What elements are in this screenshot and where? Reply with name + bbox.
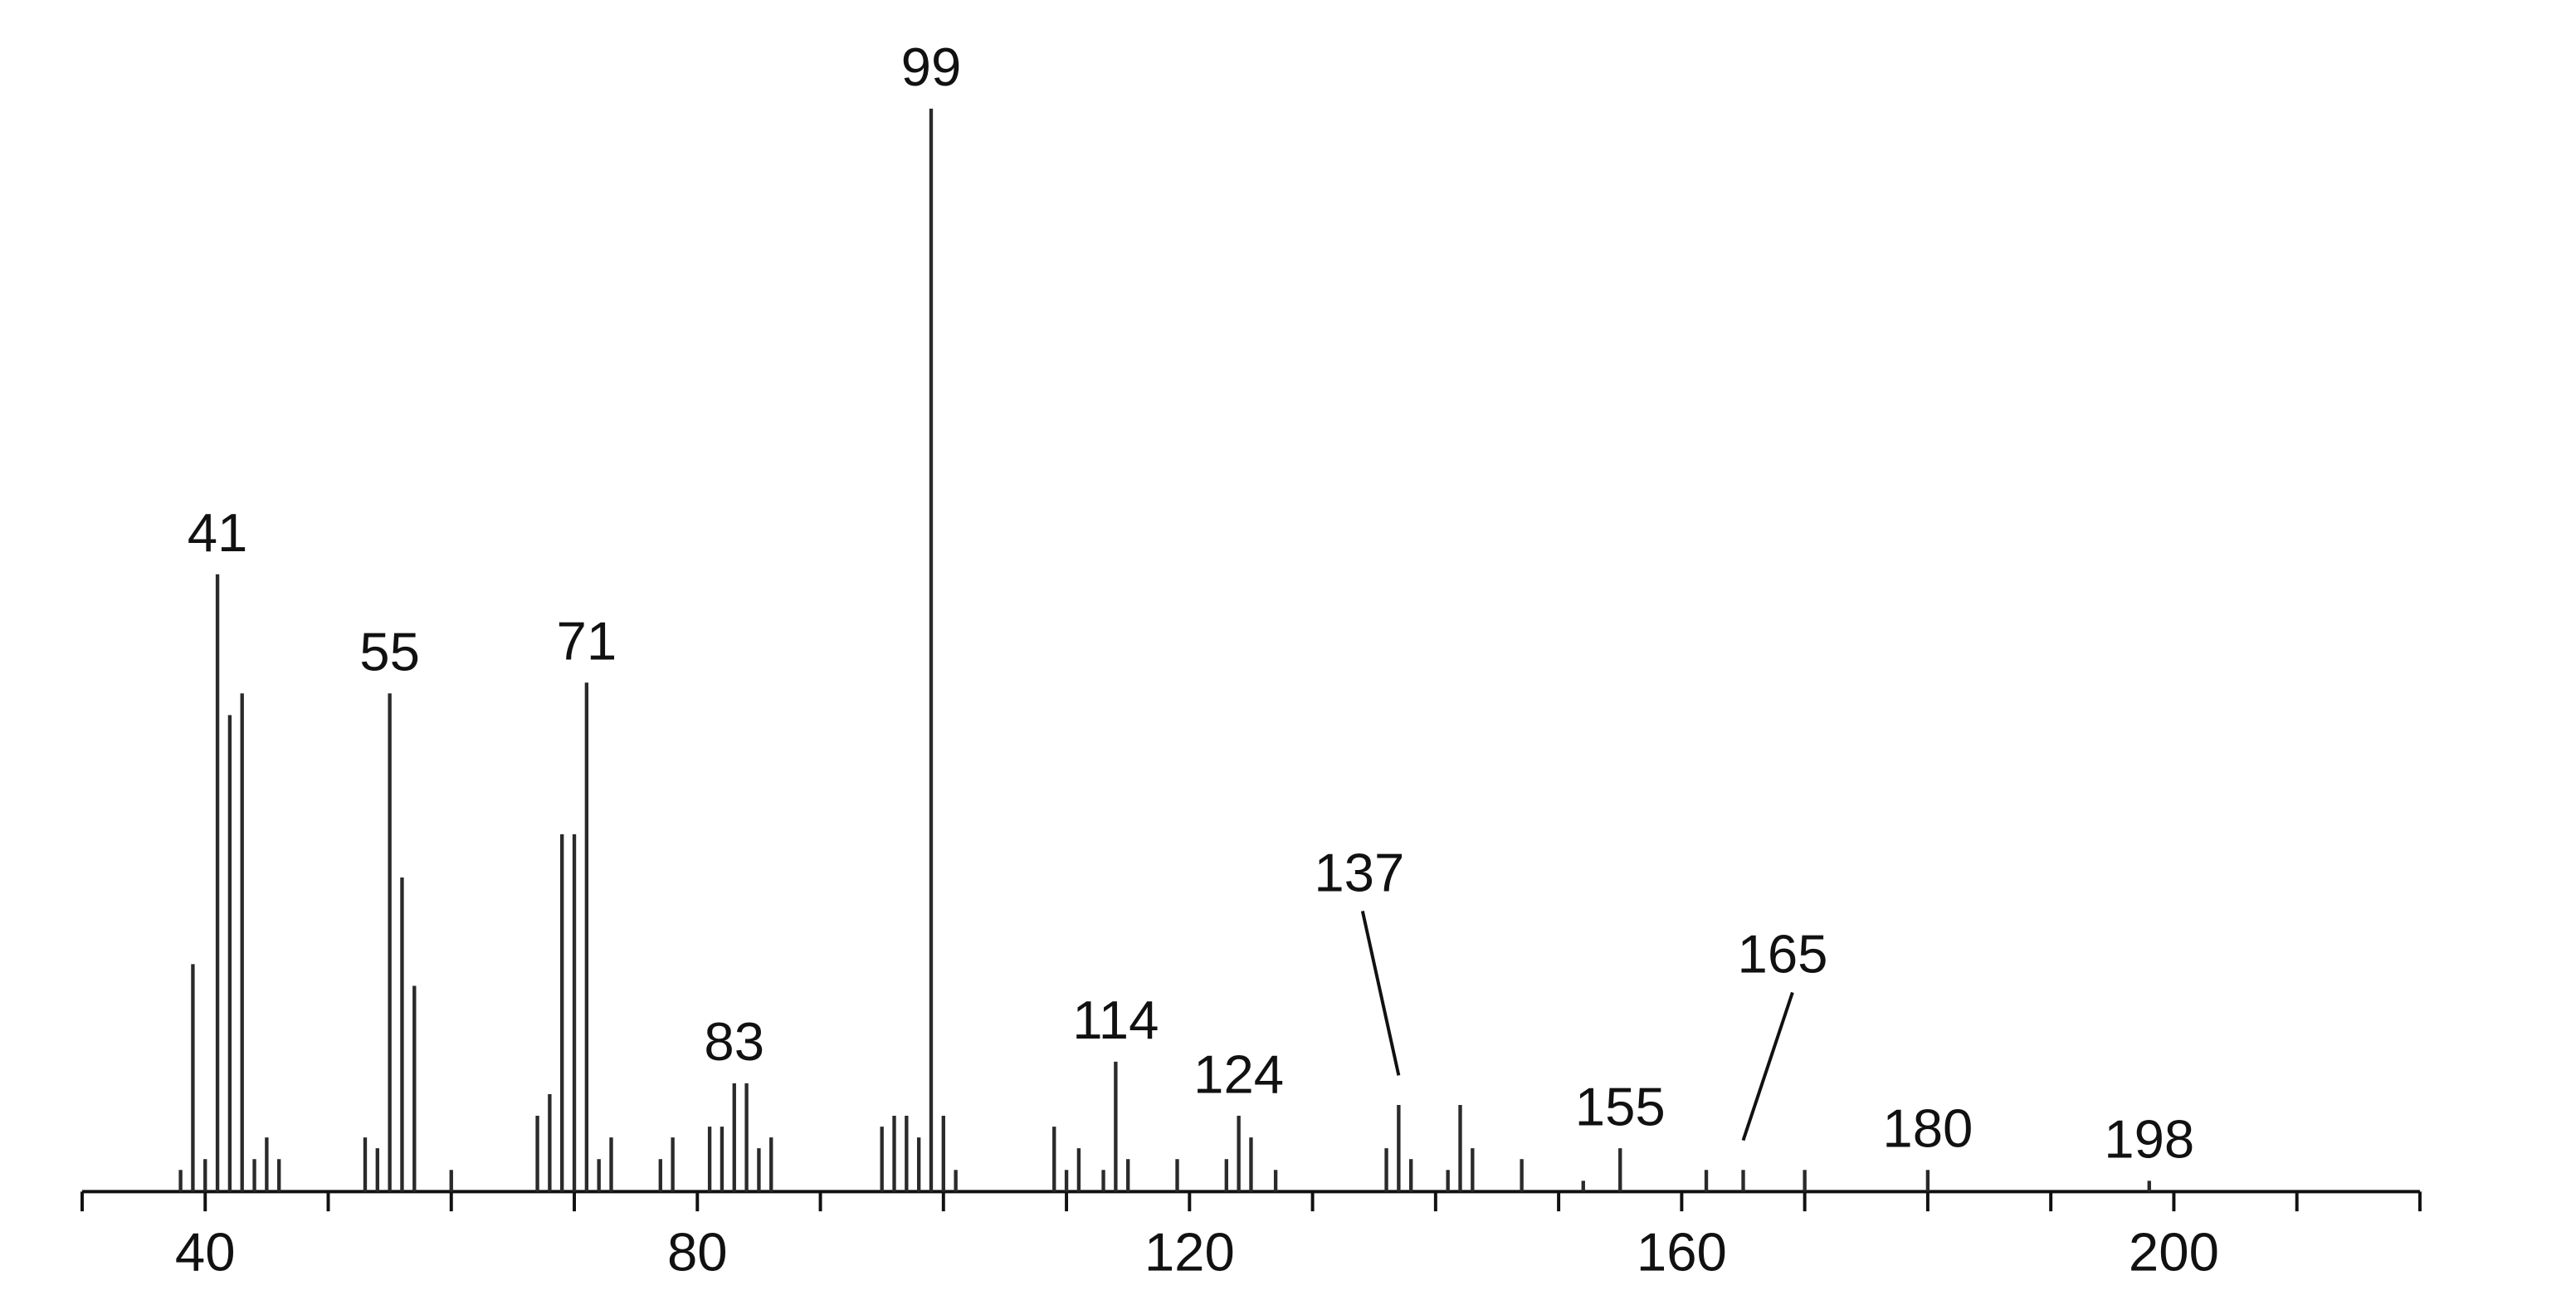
peak-label: 137: [1314, 843, 1404, 903]
peak-label: 155: [1575, 1076, 1666, 1137]
peak-label: 180: [1882, 1098, 1973, 1159]
x-tick-label: 40: [175, 1221, 236, 1282]
peak-label: 71: [557, 611, 617, 672]
peak-label: 99: [901, 37, 962, 97]
peak-label: 41: [188, 502, 248, 563]
x-tick-label: 160: [1637, 1221, 1727, 1282]
peak-label: 198: [2104, 1109, 2194, 1170]
peak-label: 165: [1738, 924, 1828, 985]
peak-label: 124: [1193, 1044, 1284, 1104]
peak-label: 114: [1072, 990, 1159, 1050]
peak-label: 55: [359, 622, 420, 682]
x-tick-label: 120: [1144, 1221, 1235, 1282]
peak-label: 83: [704, 1011, 764, 1072]
x-tick-label: 80: [667, 1221, 728, 1282]
x-tick-label: 200: [2129, 1221, 2219, 1282]
leader-line: [1741, 991, 1794, 1141]
leader-line: [1360, 910, 1401, 1076]
